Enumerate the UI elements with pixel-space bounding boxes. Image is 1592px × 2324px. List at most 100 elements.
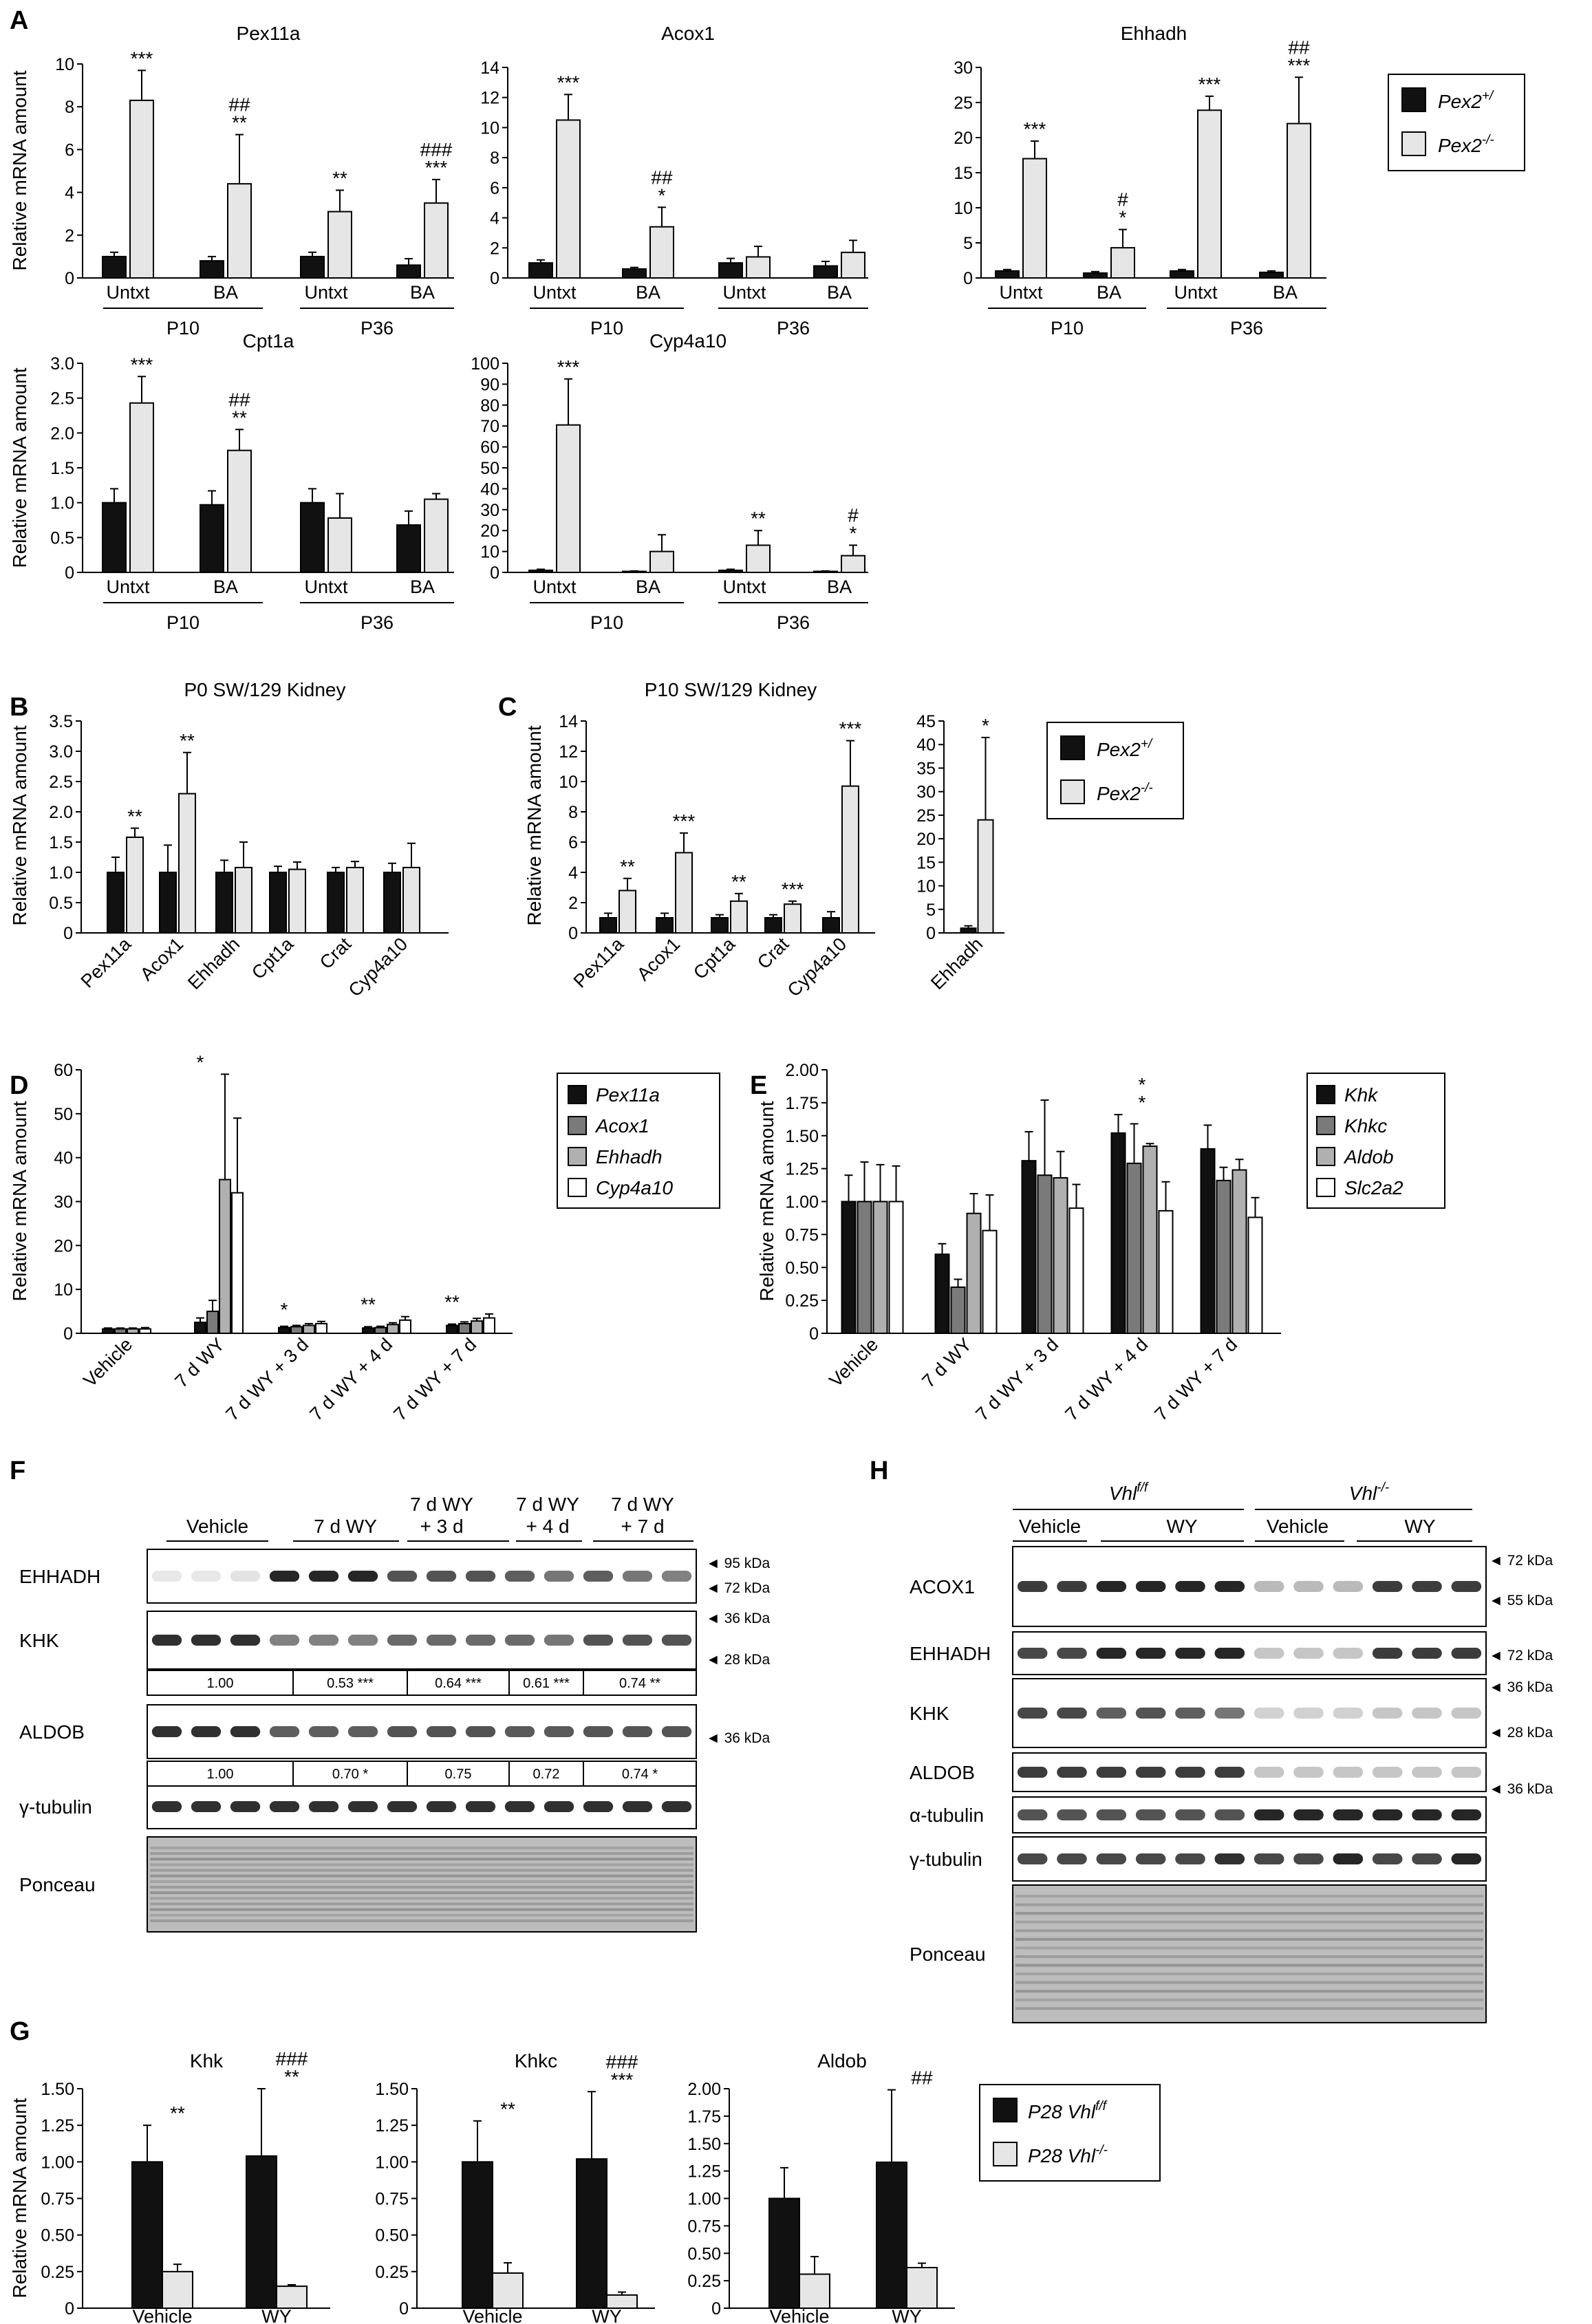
band: [1135, 1767, 1166, 1778]
band: [1214, 1853, 1245, 1864]
y-tick-label: 0.75: [687, 2217, 721, 2236]
legend-label-slc2a2: Slc2a2: [1344, 1177, 1403, 1198]
blot-row-label: EHHADH: [910, 1643, 991, 1664]
y-tick-label: 2.0: [49, 803, 73, 822]
band: [426, 1635, 457, 1646]
band: [387, 1635, 418, 1646]
bar: [396, 524, 421, 573]
bar: [982, 1229, 998, 1334]
significance-label: ***: [131, 47, 153, 69]
panel-letter-g: G: [10, 2017, 30, 2046]
band: [504, 1571, 535, 1582]
band: [1412, 1853, 1442, 1864]
y-tick-label: 30: [916, 783, 936, 802]
bar: [129, 402, 154, 574]
y-tick-label: 0.5: [50, 528, 74, 548]
blot-group-label: + 4 d: [526, 1516, 569, 1537]
x-tick-label: 7 d WY: [918, 1334, 976, 1392]
x-tick-label: Untxt: [999, 282, 1043, 303]
band: [1175, 1809, 1205, 1820]
y-tick-label: 3.5: [49, 712, 73, 731]
y-axis-label: Relative mRNA amount: [9, 367, 30, 568]
legend-het-label: Pex2+/: [1097, 737, 1153, 760]
significance-label: ##: [228, 94, 250, 116]
blot-row: [147, 1549, 697, 1604]
band: [661, 1571, 692, 1582]
bar: [649, 550, 674, 573]
y-tick-label: 30: [54, 1193, 73, 1212]
band: [230, 1571, 261, 1582]
band: [426, 1571, 457, 1582]
bar: [278, 1326, 290, 1334]
y-tick-label: 2: [568, 894, 578, 913]
x-tick-label: BA: [213, 577, 238, 597]
y-tick-label: 30: [954, 58, 973, 78]
legend-pex2-bc: Pex2+/ Pex2-/-: [1046, 722, 1184, 819]
bar: [492, 2272, 524, 2309]
bar: [950, 1286, 966, 1334]
bar: [1170, 270, 1194, 279]
y-tick-label: 90: [480, 375, 499, 394]
ponceau-band: [150, 1908, 693, 1911]
bar: [396, 264, 421, 279]
y-tick-label: 2.5: [50, 389, 74, 409]
bar: [1158, 1209, 1174, 1335]
bar: [1259, 271, 1284, 279]
blot-row: [1012, 1752, 1487, 1792]
blot-frame: [1012, 1631, 1487, 1675]
bar: [374, 1326, 387, 1334]
y-tick-label: 14: [480, 58, 499, 78]
blot-frame: [1012, 1678, 1487, 1748]
band: [1412, 1767, 1442, 1778]
x-tick-label: 7 d WY + 7 d: [389, 1334, 480, 1425]
band: [387, 1726, 418, 1737]
legend-label-aldob: Aldob: [1343, 1146, 1394, 1168]
bar: [576, 2158, 607, 2310]
y-tick-label: 2.00: [785, 1061, 819, 1080]
quant-value: 0.53 ***: [327, 1676, 374, 1691]
band: [1451, 1581, 1482, 1592]
bar: [327, 211, 352, 279]
chart-title: Cpt1a: [243, 330, 294, 352]
chart-d: 0 10 20 30 40 50 60 Vehicle * 7 d WY * 7 d WY + 3 d…: [54, 1051, 513, 1425]
bar: [618, 890, 636, 934]
legend-swatch-ehhadh: [568, 1147, 587, 1166]
x-tick-label: 7 d WY + 7 d: [1150, 1334, 1241, 1425]
x-tick-label: BA: [827, 577, 852, 597]
y-tick-label: 20: [54, 1236, 73, 1256]
legend-label-khkc: Khkc: [1344, 1115, 1387, 1137]
y-tick-label: 0.50: [687, 2244, 721, 2263]
band: [1096, 1708, 1127, 1719]
band: [151, 1635, 182, 1646]
blot-row: [1012, 1631, 1487, 1675]
band: [1057, 1767, 1087, 1778]
band: [1135, 1648, 1166, 1659]
y-tick-label: 25: [954, 94, 973, 113]
bar: [841, 1201, 857, 1334]
band: [308, 1571, 339, 1582]
legend-pex2-a: Pex2+/ Pex2-/-: [1388, 74, 1525, 171]
y-tick-label: 40: [54, 1149, 73, 1168]
bar: [966, 1212, 982, 1334]
ponceau-band: [150, 1902, 693, 1906]
x-tick-label: Untxt: [304, 577, 348, 597]
chart-title: P0 SW/129 Kidney: [184, 679, 345, 700]
band: [230, 1801, 261, 1812]
y-tick-label: 6: [568, 833, 578, 852]
bar: [269, 872, 287, 934]
legend-swatch-ko: [1401, 131, 1426, 156]
band: [1135, 1853, 1166, 1864]
bar: [471, 1320, 483, 1335]
bar: [399, 1319, 411, 1334]
bar: [1068, 1207, 1084, 1334]
blot-ponceau: [1012, 1884, 1487, 2023]
band: [1372, 1767, 1403, 1778]
y-tick-label: 40: [916, 735, 936, 755]
x-tick-label: WY: [592, 2306, 622, 2324]
band: [1451, 1809, 1482, 1820]
y-tick-label: 10: [480, 543, 499, 562]
bar: [764, 917, 782, 934]
bar: [102, 502, 127, 574]
legend-swatch-acox1: [568, 1116, 587, 1135]
y-tick-label: 0: [63, 1324, 73, 1344]
